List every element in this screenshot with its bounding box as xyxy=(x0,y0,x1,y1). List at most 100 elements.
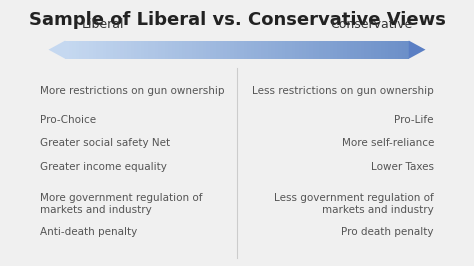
Polygon shape xyxy=(155,40,158,59)
Polygon shape xyxy=(333,40,337,59)
Polygon shape xyxy=(158,40,162,59)
Polygon shape xyxy=(185,40,189,59)
Polygon shape xyxy=(316,40,319,59)
Polygon shape xyxy=(227,40,230,59)
Polygon shape xyxy=(199,40,203,59)
Polygon shape xyxy=(213,40,217,59)
Polygon shape xyxy=(137,40,141,59)
Polygon shape xyxy=(107,40,110,59)
Polygon shape xyxy=(357,40,361,59)
Polygon shape xyxy=(117,40,120,59)
Polygon shape xyxy=(124,40,127,59)
Polygon shape xyxy=(271,40,275,59)
Polygon shape xyxy=(179,40,182,59)
Polygon shape xyxy=(374,40,378,59)
Text: Less government regulation of
markets and industry: Less government regulation of markets an… xyxy=(274,193,434,215)
Polygon shape xyxy=(392,40,395,59)
Polygon shape xyxy=(148,40,151,59)
Polygon shape xyxy=(330,40,333,59)
Polygon shape xyxy=(162,40,165,59)
Polygon shape xyxy=(65,40,69,59)
Polygon shape xyxy=(89,40,93,59)
Polygon shape xyxy=(278,40,282,59)
Polygon shape xyxy=(323,40,326,59)
Polygon shape xyxy=(247,40,251,59)
Polygon shape xyxy=(196,40,199,59)
Polygon shape xyxy=(120,40,124,59)
Text: Greater social safety Net: Greater social safety Net xyxy=(40,138,170,148)
Polygon shape xyxy=(134,40,137,59)
Polygon shape xyxy=(292,40,295,59)
Text: Pro-Life: Pro-Life xyxy=(394,115,434,125)
Polygon shape xyxy=(69,40,72,59)
Text: Less restrictions on gun ownership: Less restrictions on gun ownership xyxy=(252,86,434,96)
Polygon shape xyxy=(93,40,96,59)
Polygon shape xyxy=(251,40,254,59)
Polygon shape xyxy=(223,40,227,59)
Text: Lower Taxes: Lower Taxes xyxy=(371,162,434,172)
Polygon shape xyxy=(399,40,402,59)
Polygon shape xyxy=(381,40,385,59)
Polygon shape xyxy=(165,40,168,59)
Polygon shape xyxy=(347,40,350,59)
Polygon shape xyxy=(103,40,107,59)
Polygon shape xyxy=(206,40,210,59)
Text: Liberal: Liberal xyxy=(82,18,124,31)
Polygon shape xyxy=(82,40,86,59)
Polygon shape xyxy=(285,40,289,59)
Polygon shape xyxy=(275,40,278,59)
Polygon shape xyxy=(203,40,206,59)
Polygon shape xyxy=(306,40,309,59)
Polygon shape xyxy=(48,40,65,59)
Polygon shape xyxy=(244,40,247,59)
Text: More self-reliance: More self-reliance xyxy=(342,138,434,148)
Polygon shape xyxy=(141,40,144,59)
Polygon shape xyxy=(230,40,234,59)
Polygon shape xyxy=(110,40,113,59)
Text: Pro death penalty: Pro death penalty xyxy=(341,227,434,237)
Polygon shape xyxy=(210,40,213,59)
Text: More government regulation of
markets and industry: More government regulation of markets an… xyxy=(40,193,202,215)
Polygon shape xyxy=(350,40,354,59)
Polygon shape xyxy=(144,40,148,59)
Polygon shape xyxy=(182,40,185,59)
Polygon shape xyxy=(75,40,79,59)
Polygon shape xyxy=(86,40,89,59)
Polygon shape xyxy=(257,40,261,59)
Text: More restrictions on gun ownership: More restrictions on gun ownership xyxy=(40,86,225,96)
Polygon shape xyxy=(172,40,175,59)
Polygon shape xyxy=(113,40,117,59)
Polygon shape xyxy=(168,40,172,59)
Polygon shape xyxy=(192,40,196,59)
Polygon shape xyxy=(127,40,130,59)
Polygon shape xyxy=(295,40,299,59)
Polygon shape xyxy=(254,40,257,59)
Polygon shape xyxy=(405,40,409,59)
Polygon shape xyxy=(385,40,388,59)
Polygon shape xyxy=(340,40,344,59)
Polygon shape xyxy=(299,40,302,59)
Text: Sample of Liberal vs. Conservative Views: Sample of Liberal vs. Conservative Views xyxy=(28,11,446,28)
Polygon shape xyxy=(361,40,364,59)
Text: Greater income equality: Greater income equality xyxy=(40,162,167,172)
Polygon shape xyxy=(326,40,330,59)
Polygon shape xyxy=(217,40,220,59)
Polygon shape xyxy=(344,40,347,59)
Polygon shape xyxy=(282,40,285,59)
Polygon shape xyxy=(79,40,82,59)
Polygon shape xyxy=(367,40,371,59)
Polygon shape xyxy=(378,40,381,59)
Polygon shape xyxy=(409,40,426,59)
Polygon shape xyxy=(302,40,306,59)
Polygon shape xyxy=(240,40,244,59)
Polygon shape xyxy=(388,40,392,59)
Polygon shape xyxy=(309,40,312,59)
Polygon shape xyxy=(371,40,374,59)
Polygon shape xyxy=(100,40,103,59)
Polygon shape xyxy=(337,40,340,59)
Polygon shape xyxy=(312,40,316,59)
Polygon shape xyxy=(289,40,292,59)
Polygon shape xyxy=(268,40,271,59)
Polygon shape xyxy=(151,40,155,59)
Polygon shape xyxy=(237,40,240,59)
